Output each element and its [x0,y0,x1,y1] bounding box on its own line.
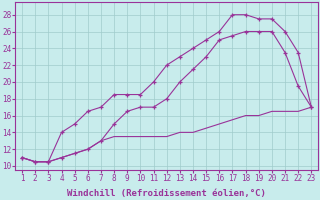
X-axis label: Windchill (Refroidissement éolien,°C): Windchill (Refroidissement éolien,°C) [67,189,266,198]
